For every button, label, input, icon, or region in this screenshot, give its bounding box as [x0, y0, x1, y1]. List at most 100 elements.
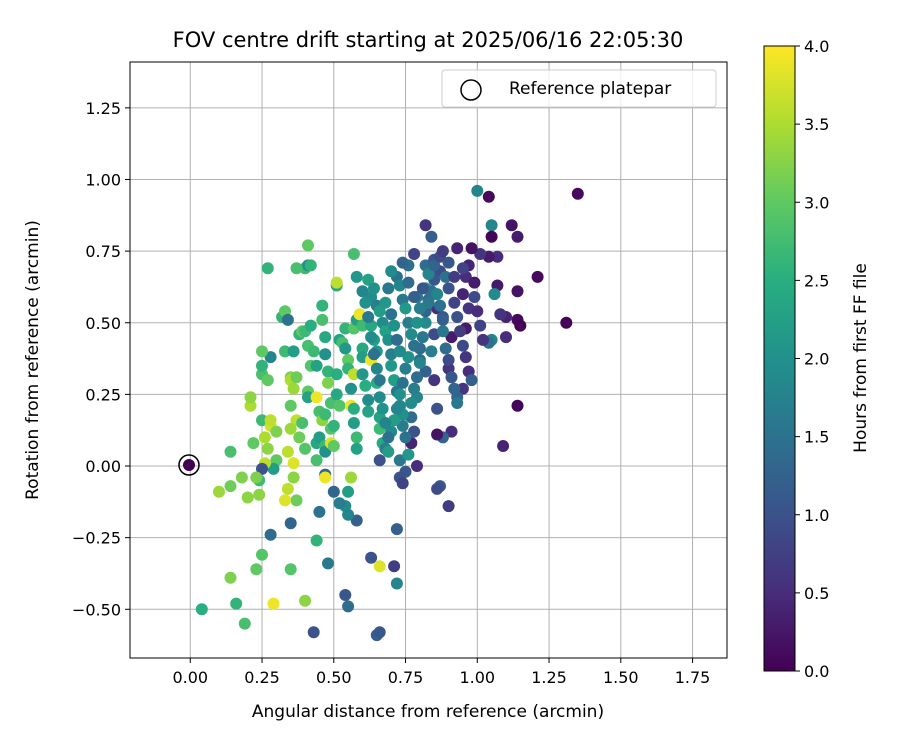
data-point: [411, 316, 423, 329]
data-point: [413, 356, 426, 369]
data-point: [347, 368, 360, 381]
data-point: [287, 471, 300, 484]
data-point: [393, 454, 406, 467]
data-point: [416, 282, 429, 295]
data-point: [402, 316, 415, 329]
data-point: [408, 382, 421, 395]
colorbar-tick-label: 4.0: [804, 37, 829, 56]
data-point: [356, 285, 369, 298]
x-tick-label: 0.00: [172, 668, 208, 687]
data-point: [402, 351, 415, 364]
data-point: [385, 308, 398, 321]
data-point: [416, 331, 429, 344]
data-point: [330, 388, 343, 401]
data-point: [411, 460, 423, 472]
legend: Reference platepar: [441, 69, 717, 108]
grid: [130, 62, 727, 658]
data-point: [456, 262, 469, 275]
data-point: [258, 431, 271, 444]
data-point: [287, 345, 300, 358]
data-point: [474, 319, 487, 332]
data-point: [347, 417, 360, 429]
data-point: [284, 517, 297, 530]
y-tick-label: 1.00: [85, 170, 121, 189]
data-point: [256, 345, 268, 358]
data-point: [253, 488, 266, 501]
data-point: [491, 250, 504, 263]
x-tick-label: 1.50: [603, 668, 639, 687]
data-point: [385, 359, 398, 372]
data-point: [310, 359, 323, 372]
data-point: [350, 514, 363, 527]
data-point: [448, 382, 461, 395]
data-point: [382, 333, 395, 346]
data-point: [482, 190, 495, 203]
data-point: [428, 259, 441, 272]
data-point: [370, 362, 383, 375]
data-point: [436, 245, 449, 258]
data-point: [350, 442, 363, 455]
legend-box: [441, 69, 717, 108]
data-point: [511, 230, 524, 243]
data-point: [471, 184, 484, 197]
data-point: [339, 322, 352, 335]
x-axis-label: Angular distance from reference (arcmin): [252, 702, 604, 722]
data-point: [448, 296, 461, 309]
data-point: [244, 391, 257, 404]
data-point: [456, 382, 469, 395]
data-point: [319, 445, 332, 458]
data-point: [379, 296, 392, 309]
data-point: [431, 482, 444, 495]
x-tick-label: 1.75: [675, 668, 711, 687]
data-point: [350, 270, 363, 283]
data-point: [485, 219, 498, 232]
data-point: [393, 388, 406, 401]
data-point: [365, 551, 378, 564]
data-point: [399, 302, 412, 315]
data-point: [224, 480, 237, 493]
data-point: [468, 291, 481, 303]
data-point: [281, 482, 294, 495]
data-point: [365, 331, 378, 344]
data-point: [302, 391, 314, 404]
data-point: [485, 230, 498, 243]
data-point: [468, 276, 481, 289]
data-point: [571, 187, 584, 200]
colorbar-label: Hours from first FF file: [851, 263, 871, 453]
data-point: [373, 626, 386, 639]
data-point: [270, 425, 283, 438]
data-point: [310, 454, 323, 467]
colorbar-tick-label: 1.5: [804, 428, 829, 447]
colorbar-ticks: 0.0 0.5 1.0 1.5 2.0 2.5 3.0 3.5 4.0: [795, 37, 829, 681]
y-tick-label: −0.25: [72, 529, 121, 548]
data-point: [362, 311, 375, 323]
data-point: [313, 431, 326, 444]
data-point: [345, 471, 357, 484]
data-point: [322, 376, 334, 389]
data-point: [284, 563, 297, 576]
data-point: [514, 319, 527, 332]
data-point: [250, 563, 263, 576]
x-tick-label: 1.25: [531, 668, 567, 687]
data-point: [299, 442, 312, 455]
data-point: [356, 368, 369, 381]
data-point: [373, 305, 386, 318]
data-point: [436, 313, 449, 326]
colorbar-tick-label: 3.5: [804, 115, 829, 134]
x-tick-label: 0.75: [388, 668, 424, 687]
y-tick-label: 0.00: [85, 457, 121, 476]
plot-frame: [129, 61, 728, 659]
x-tick-label: 0.50: [316, 668, 352, 687]
colorbar: 0.0 0.5 1.0 1.5 2.0 2.5 3.0 3.5 4.0 Hours from f…: [763, 37, 871, 681]
data-point: [500, 331, 512, 344]
data-point: [347, 402, 360, 415]
data-point: [284, 422, 297, 435]
data-point: [293, 431, 306, 444]
data-point: [379, 417, 392, 429]
data-point: [445, 425, 458, 438]
data-point: [477, 333, 489, 346]
data-point: [439, 342, 452, 355]
data-point: [373, 374, 386, 387]
colorbar-gradient: [763, 45, 796, 672]
data-point: [342, 508, 355, 521]
